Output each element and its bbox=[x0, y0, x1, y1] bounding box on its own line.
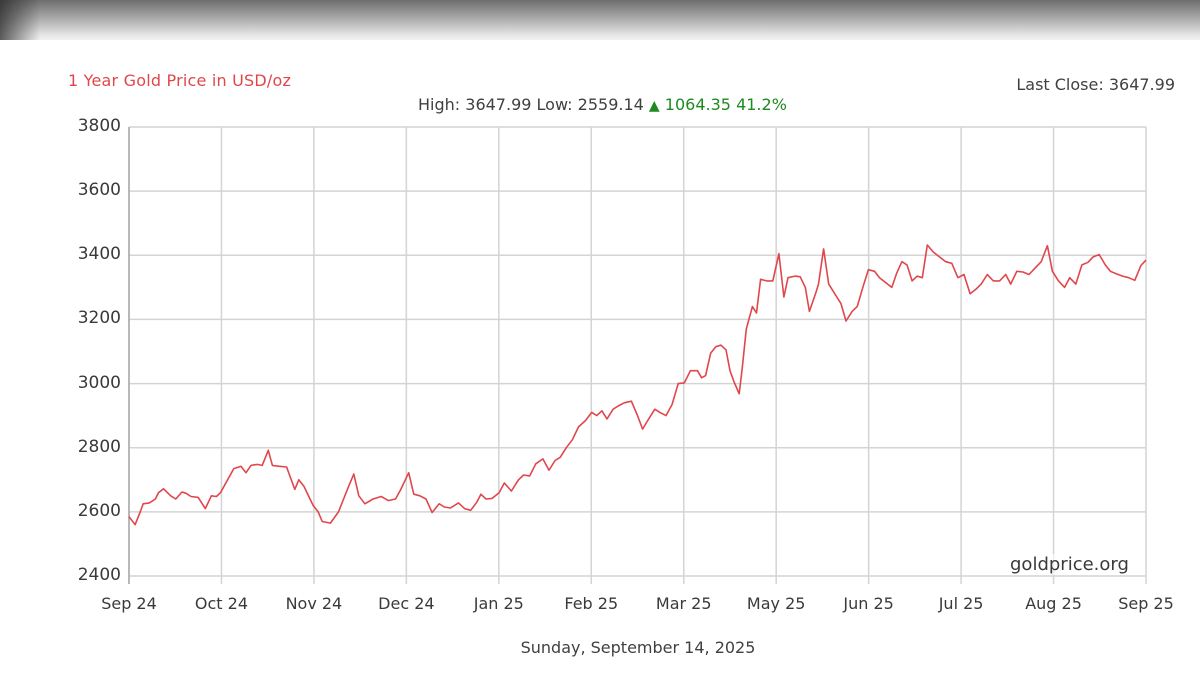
y-tick-label: 3600 bbox=[77, 180, 121, 201]
x-tick-label: May 25 bbox=[746, 594, 806, 613]
chart-title: 1 Year Gold Price in USD/oz bbox=[68, 71, 292, 90]
price-line bbox=[128, 244, 1147, 526]
y-tick-label: 3000 bbox=[77, 372, 121, 393]
watermark: goldprice.org bbox=[1010, 554, 1129, 575]
last-close-value: 3647.99 bbox=[1108, 75, 1175, 94]
change-value: 1064.35 bbox=[664, 95, 731, 114]
x-tick-label: Sep 25 bbox=[1118, 594, 1174, 613]
y-tick-label: 3200 bbox=[77, 308, 121, 329]
x-tick-label: Feb 25 bbox=[564, 594, 619, 613]
x-tick-label: Nov 24 bbox=[285, 594, 343, 613]
last-close-label: Last Close: bbox=[1016, 75, 1104, 94]
change-percent: 41.2% bbox=[736, 95, 787, 114]
high-value: 3647.99 bbox=[465, 95, 532, 114]
browser-chrome-band bbox=[0, 0, 1200, 40]
price-stats: High: 3647.99 Low: 2559.14 ▲ 1064.35 41.… bbox=[418, 95, 787, 114]
chart-date: Sunday, September 14, 2025 bbox=[520, 638, 756, 657]
y-tick-label: 3400 bbox=[77, 244, 121, 265]
y-tick-label: 2800 bbox=[77, 436, 121, 457]
x-tick-label: Mar 25 bbox=[655, 594, 712, 613]
high-label: High: bbox=[418, 95, 461, 114]
chart-grid bbox=[128, 126, 1147, 584]
x-tick-label: Oct 24 bbox=[194, 594, 248, 613]
y-tick-label: 3800 bbox=[77, 116, 121, 136]
x-tick-label: Jul 25 bbox=[938, 594, 984, 613]
x-tick-label: Jan 25 bbox=[473, 594, 524, 613]
x-tick-label: Aug 25 bbox=[1025, 594, 1082, 613]
x-tick-label: Dec 24 bbox=[378, 594, 435, 613]
x-tick-label: Sep 24 bbox=[101, 594, 157, 613]
low-label: Low: bbox=[536, 95, 573, 114]
last-close: Last Close: 3647.99 bbox=[1016, 75, 1175, 94]
y-tick-label: 2600 bbox=[77, 500, 121, 521]
low-value: 2559.14 bbox=[577, 95, 644, 114]
y-tick-label: 2400 bbox=[77, 565, 121, 585]
up-arrow-icon: ▲ bbox=[648, 98, 660, 114]
x-tick-label: Jun 25 bbox=[843, 594, 894, 613]
